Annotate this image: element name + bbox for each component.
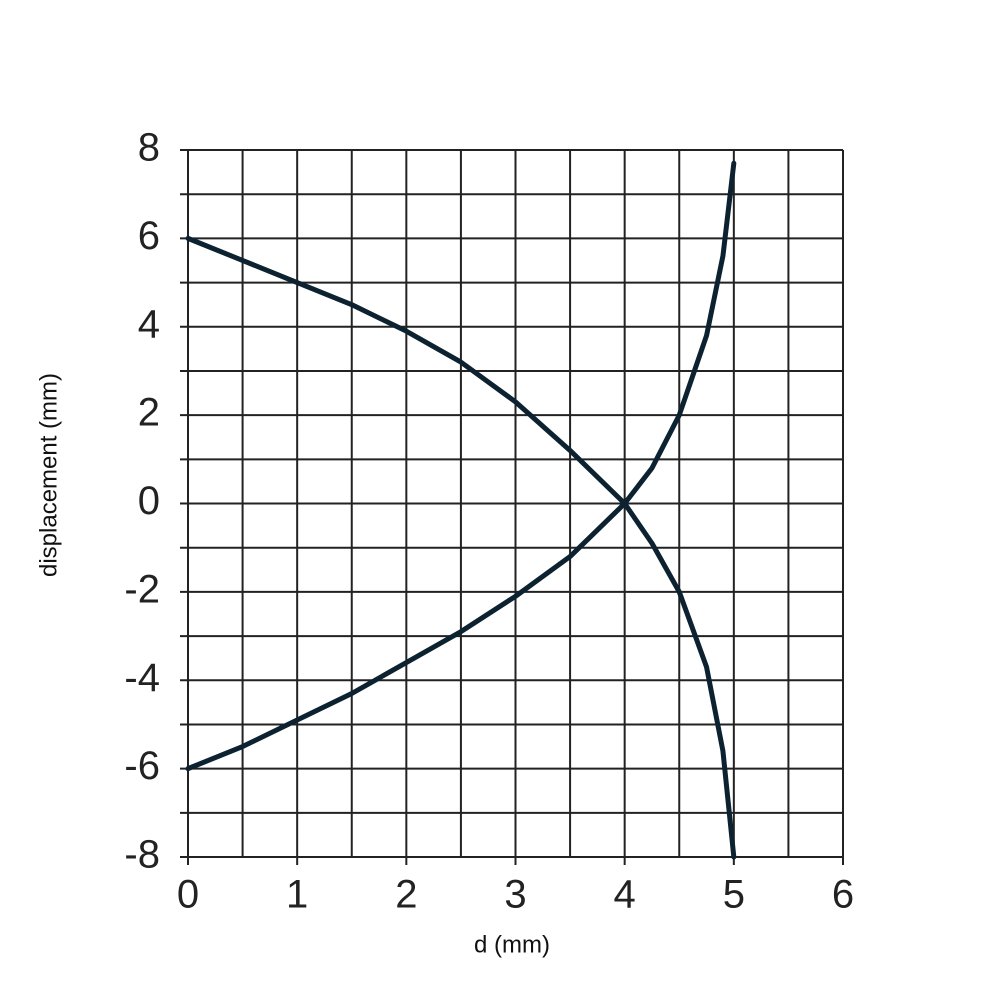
line (185, 235, 737, 860)
x-tick-label: 2 (395, 873, 417, 917)
line (185, 160, 737, 772)
y-axis-label: displacement (mm) (35, 373, 62, 577)
y-tick-label: 4 (138, 302, 160, 346)
x-tick-label: 0 (177, 873, 199, 917)
y-tick-label: 6 (138, 214, 160, 258)
x-tick-label: 4 (614, 873, 636, 917)
x-tick-label: 1 (286, 873, 308, 917)
x-tick-label: 6 (832, 873, 854, 917)
x-tick-label: 3 (504, 873, 526, 917)
y-tick-label: 8 (138, 126, 160, 170)
x-axis-label: d (mm) (474, 931, 550, 958)
y-tick-label: -6 (124, 744, 160, 788)
y-tick-label: -2 (124, 567, 160, 611)
y-tick-label: 2 (138, 391, 160, 435)
y-tick-label: -8 (124, 833, 160, 877)
y-tick-label: 0 (138, 479, 160, 523)
y-tick-label: -4 (124, 656, 160, 700)
x-tick-label: 5 (723, 873, 745, 917)
